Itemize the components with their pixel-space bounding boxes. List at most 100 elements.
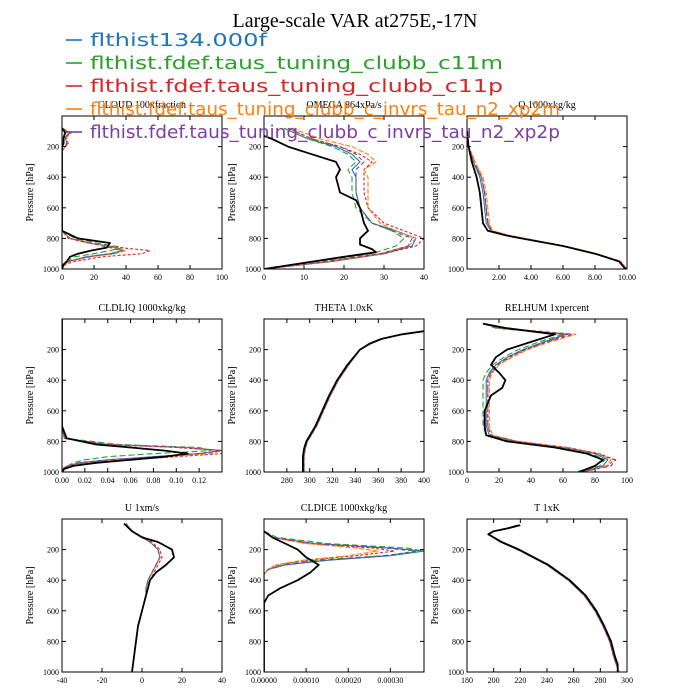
legend-entry-label: flthist.fdef.taus_tuning_clubb_c11m bbox=[90, 53, 503, 74]
series-group bbox=[264, 127, 424, 269]
y-tick-label: 400 bbox=[452, 576, 464, 585]
panel-title: Q 1000xkg/kg bbox=[518, 100, 576, 111]
x-tick-label: 20 bbox=[90, 273, 98, 282]
x-tick-label: 0.00000 bbox=[251, 676, 277, 685]
series-line-4 bbox=[62, 127, 127, 269]
y-tick-label: 200 bbox=[452, 346, 464, 355]
plot-frame bbox=[61, 115, 223, 270]
y-tick-label: 200 bbox=[452, 143, 464, 152]
y-tick-label: 600 bbox=[47, 607, 59, 616]
y-tick-label: 600 bbox=[249, 204, 261, 213]
x-tick-label: 10 bbox=[300, 273, 308, 282]
legend-entry-label: flthist.fdef.taus_tuning_clubb_c11p bbox=[90, 76, 503, 97]
series-line-3 bbox=[264, 127, 424, 269]
panel-title: RELHUM 1xpercent bbox=[505, 303, 589, 314]
x-tick-label: 200 bbox=[488, 676, 500, 685]
series-line-reference bbox=[264, 530, 320, 672]
series-line-reference bbox=[487, 524, 619, 672]
series-line-4 bbox=[264, 530, 379, 672]
plot-frame bbox=[263, 518, 425, 673]
series-line-reference bbox=[123, 522, 175, 672]
series-line-5 bbox=[303, 330, 424, 472]
series-line-2 bbox=[264, 530, 424, 672]
panel-3: Q 1000xkg/kg Pressure [hPa] 200 400 600 800 10… bbox=[430, 100, 636, 282]
series-line-reference bbox=[62, 127, 111, 269]
y-axis-label: Pressure [hPa] bbox=[25, 566, 36, 624]
x-tick-label: 100 bbox=[621, 476, 633, 485]
series-line-4 bbox=[264, 127, 417, 269]
y-tick-label: 600 bbox=[47, 407, 59, 416]
y-tick-label: 800 bbox=[452, 637, 464, 646]
series-group bbox=[123, 522, 175, 672]
y-tick-label: 800 bbox=[249, 234, 261, 243]
x-tick-label: -40 bbox=[57, 676, 68, 685]
series-line-5 bbox=[264, 530, 417, 672]
series-group bbox=[62, 319, 222, 472]
x-tick-label: 0.12 bbox=[192, 476, 206, 485]
series-line-1 bbox=[467, 131, 627, 269]
series-line-1 bbox=[487, 524, 620, 672]
series-line-2 bbox=[264, 127, 405, 269]
y-tick-label: 400 bbox=[249, 576, 261, 585]
plot-frame bbox=[466, 518, 628, 673]
x-tick-label: 300 bbox=[304, 476, 316, 485]
figure-title: Large-scale VAR at275E,-17N bbox=[233, 10, 478, 32]
series-line-5 bbox=[62, 127, 122, 269]
series-line-4 bbox=[487, 524, 620, 672]
series-line-3 bbox=[303, 330, 424, 472]
y-tick-label: 600 bbox=[249, 407, 261, 416]
x-tick-label: 0.08 bbox=[146, 476, 160, 485]
y-tick-label: 1000 bbox=[448, 265, 464, 274]
panel-title: CLDLIQ 1000xkg/kg bbox=[99, 303, 186, 314]
series-group bbox=[302, 330, 424, 472]
x-tick-label: 80 bbox=[186, 273, 194, 282]
panel-title: U 1xm/s bbox=[125, 503, 159, 514]
y-tick-label: 1000 bbox=[245, 265, 261, 274]
y-tick-label: 800 bbox=[249, 637, 261, 646]
y-tick-label: 200 bbox=[249, 346, 261, 355]
x-tick-label: 20 bbox=[495, 476, 503, 485]
y-tick-label: 400 bbox=[47, 173, 59, 182]
series-line-2 bbox=[62, 319, 212, 472]
series-line-1 bbox=[264, 530, 424, 672]
x-tick-label: 380 bbox=[395, 476, 407, 485]
plot-frame bbox=[466, 318, 628, 473]
x-tick-label: 0 bbox=[60, 273, 64, 282]
y-axis-label: Pressure [hPa] bbox=[227, 366, 238, 424]
x-tick-label: 240 bbox=[541, 676, 553, 685]
x-tick-label: 0.00010 bbox=[293, 676, 319, 685]
y-tick-label: 200 bbox=[452, 546, 464, 555]
panel-title: THETA 1.0xK bbox=[315, 303, 374, 314]
x-tick-label: -20 bbox=[97, 676, 108, 685]
series-line-3 bbox=[264, 530, 396, 672]
x-tick-label: 10.00 bbox=[618, 273, 636, 282]
x-tick-label: 360 bbox=[372, 476, 384, 485]
x-tick-label: 60 bbox=[154, 273, 162, 282]
x-tick-label: 0.04 bbox=[101, 476, 115, 485]
x-tick-label: 0.00020 bbox=[335, 676, 361, 685]
x-tick-label: 220 bbox=[514, 676, 526, 685]
panel-4: CLDLIQ 1000xkg/kg Pressure [hPa] 200 400 600… bbox=[25, 303, 223, 485]
x-tick-label: 6.00 bbox=[556, 273, 570, 282]
x-tick-label: 260 bbox=[568, 676, 580, 685]
y-axis-label: Pressure [hPa] bbox=[227, 163, 238, 221]
y-tick-label: 400 bbox=[452, 173, 464, 182]
x-tick-label: 20 bbox=[178, 676, 186, 685]
y-tick-label: 800 bbox=[249, 437, 261, 446]
x-tick-label: 40 bbox=[420, 273, 428, 282]
y-tick-label: 400 bbox=[249, 173, 261, 182]
x-tick-label: 180 bbox=[461, 676, 473, 685]
y-tick-label: 600 bbox=[452, 607, 464, 616]
y-tick-label: 800 bbox=[452, 437, 464, 446]
series-line-1 bbox=[482, 323, 609, 472]
plot-frame bbox=[61, 318, 223, 473]
x-tick-label: 40 bbox=[218, 676, 226, 685]
x-tick-label: 340 bbox=[349, 476, 361, 485]
y-axis-label: Pressure [hPa] bbox=[25, 366, 36, 424]
x-tick-label: 20 bbox=[340, 273, 348, 282]
series-line-2 bbox=[487, 524, 620, 672]
y-axis-label: Pressure [hPa] bbox=[430, 163, 441, 221]
